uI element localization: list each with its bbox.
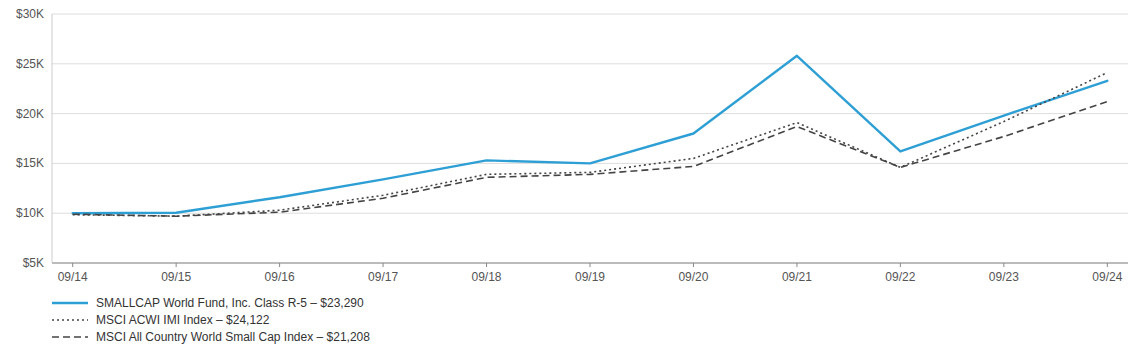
y-tick-label: $25K (16, 57, 44, 71)
x-tick-label: 09/24 (1092, 270, 1122, 284)
legend-label: SMALLCAP World Fund, Inc. Class R-5 – $2… (96, 296, 364, 310)
series-line (73, 102, 1108, 217)
x-tick (383, 263, 384, 267)
legend: SMALLCAP World Fund, Inc. Class R-5 – $2… (52, 296, 370, 344)
x-tick (72, 263, 73, 267)
x-tick (279, 263, 280, 267)
x-tick-label: 09/20 (678, 270, 708, 284)
x-tick-label: 09/15 (161, 270, 191, 284)
y-tick-label: $30K (16, 7, 44, 21)
y-tick-label: $5K (23, 256, 44, 270)
legend-label: MSCI All Country World Small Cap Index –… (96, 330, 370, 344)
x-tick (900, 263, 901, 267)
grid (52, 14, 1128, 263)
grid-line (52, 63, 1128, 64)
axes: $5K $10K $15K $20K $25K $30K 09/14 09/15 09/16 09… (16, 7, 1128, 284)
legend-swatch (52, 319, 88, 321)
grid-line (52, 14, 1128, 15)
x-tick (1003, 263, 1004, 267)
x-tick-label: 09/17 (368, 270, 398, 284)
x-tick (176, 263, 177, 267)
legend-swatch (52, 336, 88, 338)
x-tick-label: 09/18 (472, 270, 502, 284)
y-tick-label: $15K (16, 156, 44, 170)
plot-area (73, 56, 1108, 216)
y-tick-label: $10K (16, 206, 44, 220)
chart: $5K $10K $15K $20K $25K $30K 09/14 09/15 09/16 09… (0, 0, 1146, 358)
x-tick (796, 263, 797, 267)
series-line (73, 56, 1108, 213)
grid-line (52, 113, 1128, 114)
x-tick-label: 09/23 (989, 270, 1019, 284)
legend-label: MSCI ACWI IMI Index – $24,122 (96, 313, 270, 327)
x-tick-label: 09/21 (782, 270, 812, 284)
x-tick (590, 263, 591, 267)
x-tick (693, 263, 694, 267)
x-tick (1107, 263, 1108, 267)
x-tick-label: 09/14 (58, 270, 88, 284)
x-tick-label: 09/16 (265, 270, 295, 284)
y-axis-line (52, 14, 53, 263)
x-tick-label: 09/22 (885, 270, 915, 284)
legend-swatch (52, 302, 88, 304)
y-tick-label: $20K (16, 107, 44, 121)
x-tick-label: 09/19 (575, 270, 605, 284)
series-line (73, 73, 1108, 217)
x-tick (486, 263, 487, 267)
